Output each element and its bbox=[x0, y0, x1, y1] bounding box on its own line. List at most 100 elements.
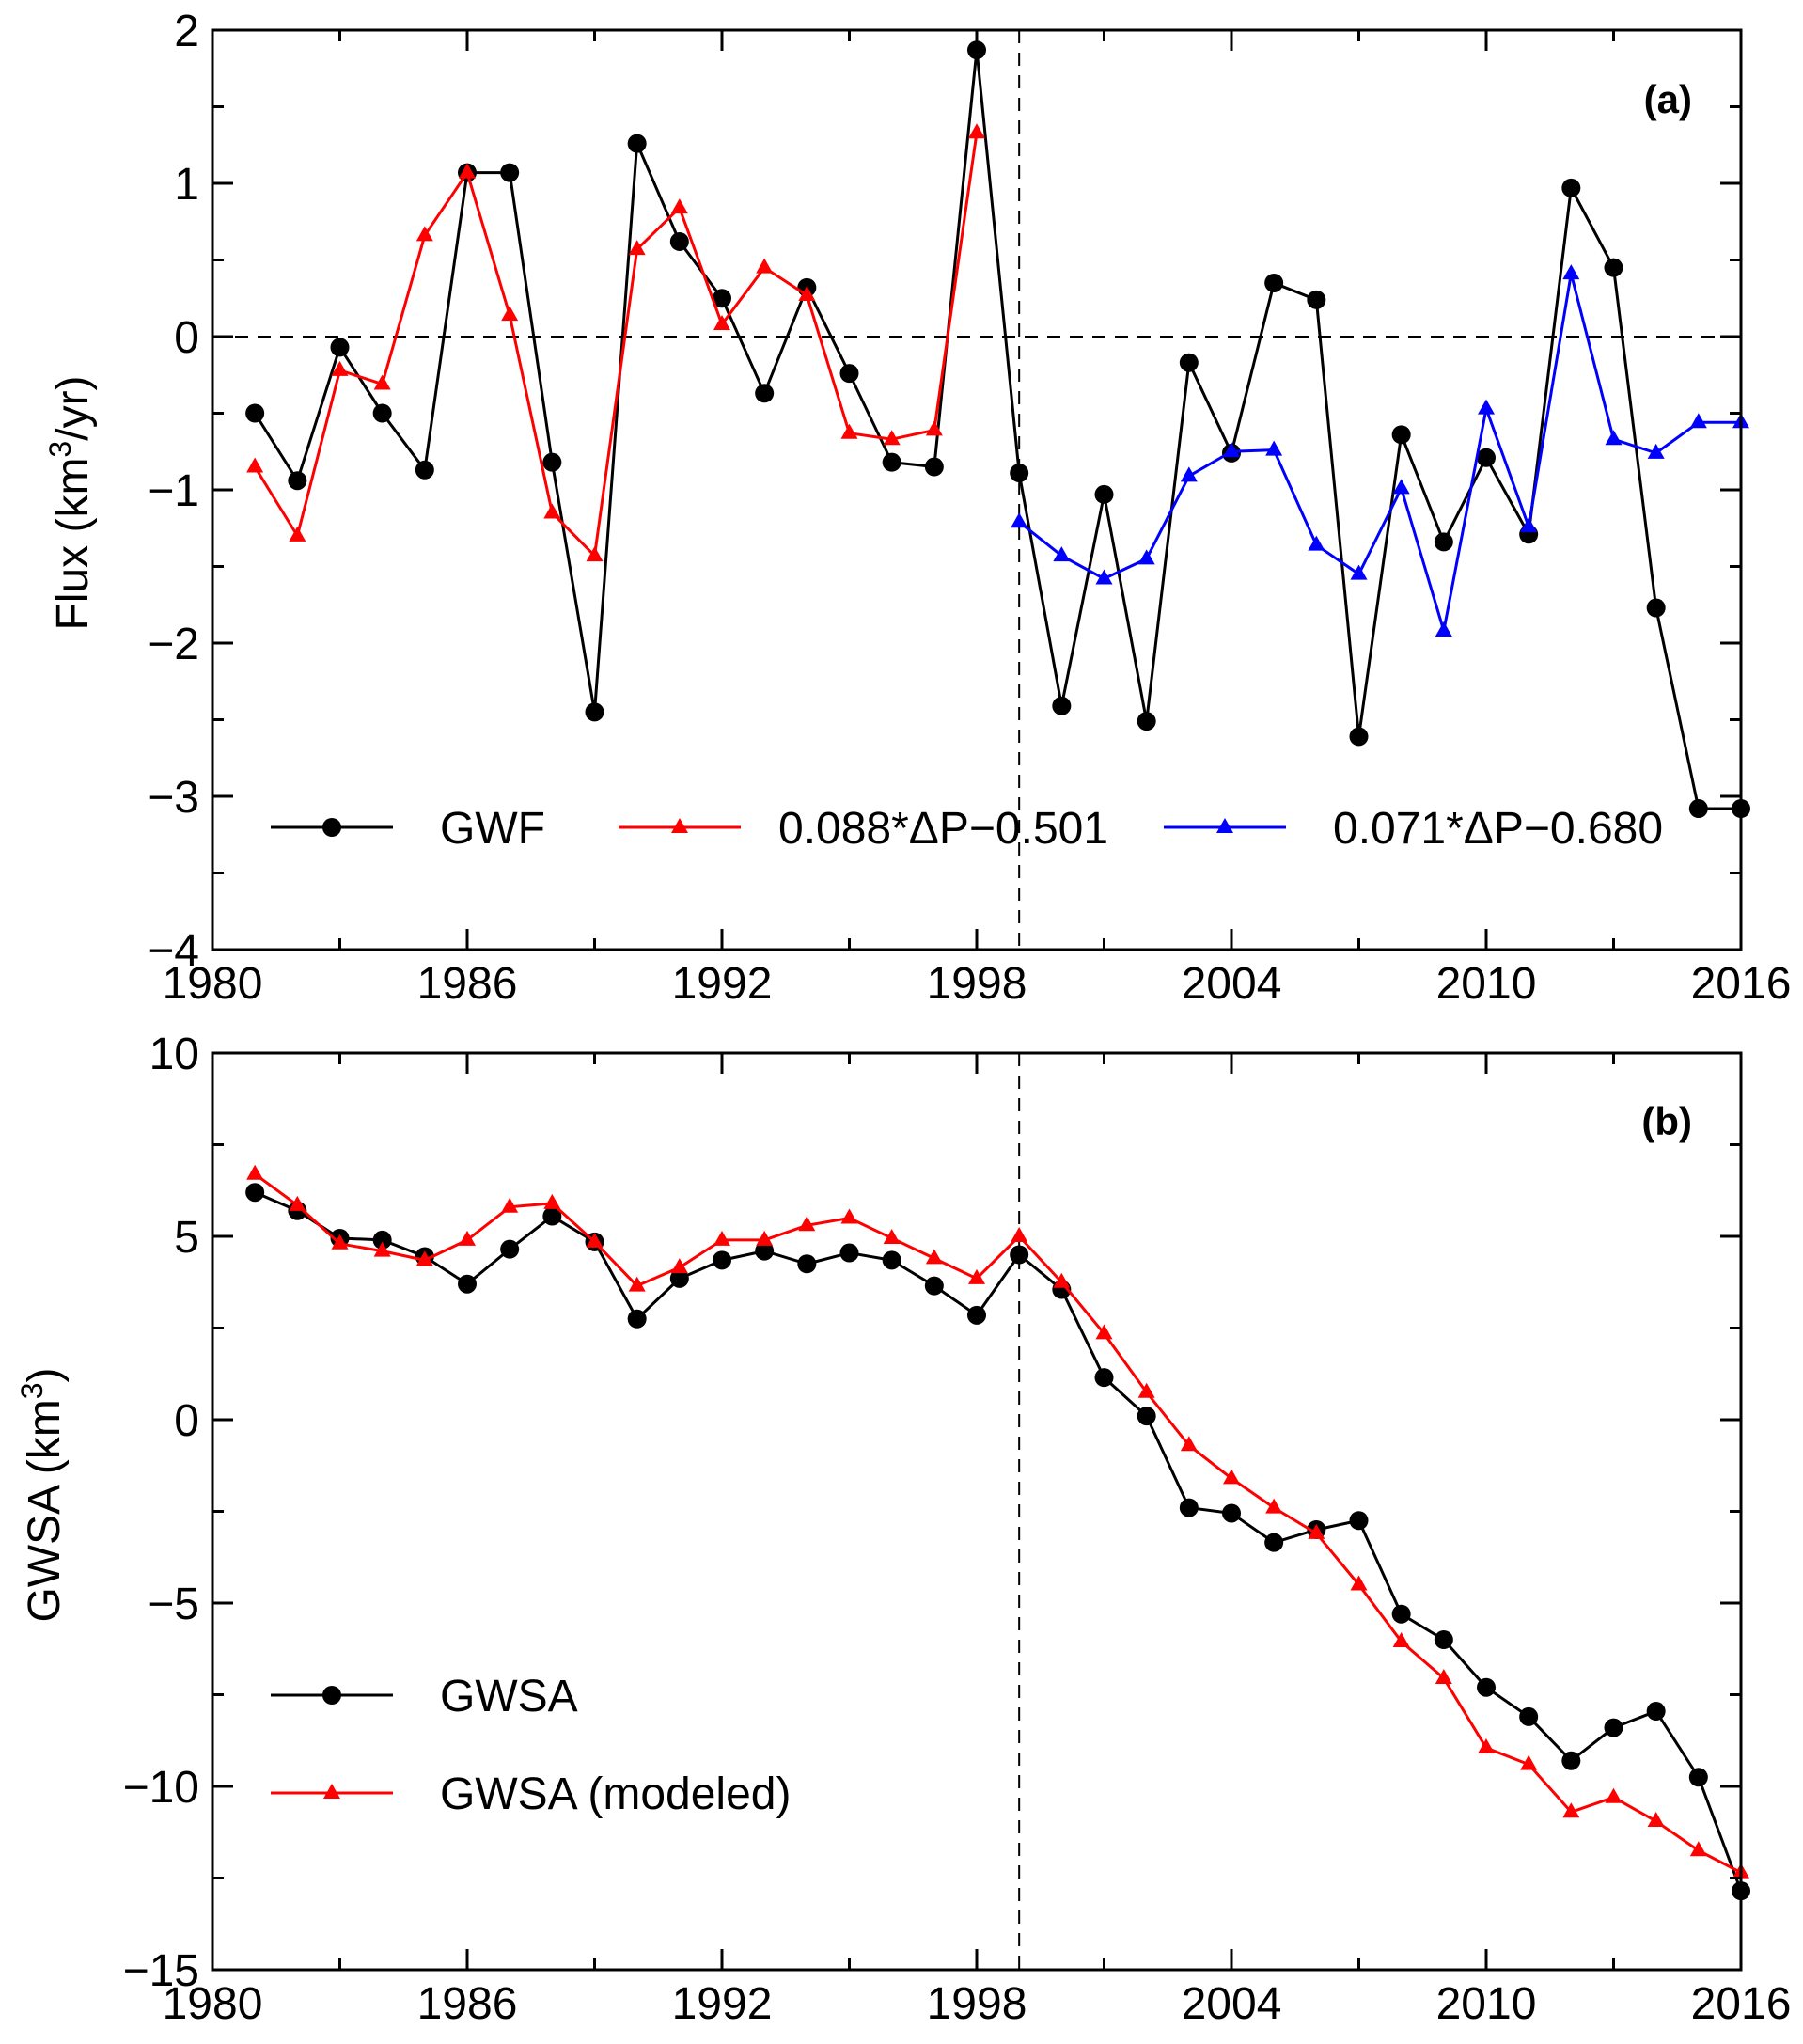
data-point bbox=[628, 1276, 646, 1292]
data-point bbox=[1391, 425, 1411, 445]
data-point bbox=[755, 384, 775, 403]
x-tick-label: 2004 bbox=[1182, 959, 1282, 1009]
x-tick-label: 1998 bbox=[927, 1979, 1027, 2029]
data-point bbox=[245, 1183, 265, 1203]
y-tick-label: −2 bbox=[148, 620, 199, 669]
data-point bbox=[585, 702, 604, 722]
data-point bbox=[1095, 1324, 1113, 1340]
data-point bbox=[670, 1258, 688, 1274]
panel-a-plot-area bbox=[212, 30, 1750, 950]
y-tick-label: −5 bbox=[148, 1580, 199, 1629]
x-tick-label: 2010 bbox=[1436, 959, 1537, 1009]
panel-b-y-tick-labels: −15 −10 −5 0 5 10 bbox=[123, 1030, 199, 1996]
data-point bbox=[1222, 1503, 1241, 1523]
data-point bbox=[713, 314, 730, 330]
panel-b-tag: (b) bbox=[1641, 1099, 1692, 1143]
data-point bbox=[669, 1268, 689, 1288]
data-point bbox=[1562, 1802, 1580, 1818]
data-point bbox=[288, 471, 307, 491]
data-point bbox=[1265, 1498, 1283, 1514]
y-tick-label: −15 bbox=[123, 1946, 199, 1996]
panel-b-plot-area bbox=[245, 1053, 1750, 1970]
data-point bbox=[1094, 484, 1114, 504]
data-point bbox=[246, 457, 264, 473]
y-tick-label: 1 bbox=[174, 160, 199, 210]
data-point bbox=[1179, 1498, 1199, 1517]
data-point bbox=[925, 420, 943, 436]
data-point bbox=[1391, 1604, 1411, 1624]
data-point bbox=[500, 1239, 520, 1259]
panel-a-axis-ticks bbox=[211, 28, 1743, 951]
legend-gwsa-modeled: GWSA (modeled) bbox=[440, 1769, 791, 1819]
data-point bbox=[883, 1228, 901, 1244]
x-tick-label: 2016 bbox=[1691, 1979, 1792, 2029]
data-point bbox=[1179, 353, 1199, 372]
data-point bbox=[1350, 1575, 1368, 1591]
data-point bbox=[1478, 399, 1495, 415]
data-point bbox=[246, 1164, 264, 1180]
data-point bbox=[1562, 264, 1580, 280]
data-point bbox=[1307, 290, 1326, 309]
data-point bbox=[1434, 532, 1453, 552]
series-0-gwf bbox=[245, 40, 1750, 819]
data-point bbox=[1392, 479, 1410, 495]
data-point bbox=[1180, 1436, 1198, 1452]
x-tick-label: 1986 bbox=[417, 959, 518, 1009]
data-point bbox=[1435, 1668, 1452, 1684]
y-tick-label: 5 bbox=[174, 1213, 199, 1263]
data-point bbox=[1646, 598, 1666, 618]
x-tick-label: 2010 bbox=[1436, 1979, 1537, 2029]
x-tick-label: 1980 bbox=[163, 959, 263, 1009]
data-point bbox=[586, 546, 604, 562]
y-tick-label: 2 bbox=[174, 7, 199, 56]
data-point bbox=[1435, 621, 1452, 637]
data-point bbox=[1137, 712, 1156, 731]
data-point bbox=[1519, 1706, 1539, 1726]
data-point bbox=[1350, 564, 1368, 580]
y-tick-label: −1 bbox=[148, 466, 199, 516]
panel-a-x-tick-labels: 1980 1986 1992 1998 2004 2010 2016 bbox=[163, 959, 1792, 1009]
data-point bbox=[289, 526, 306, 542]
y-tick-label: −3 bbox=[148, 773, 199, 823]
data-point bbox=[669, 231, 689, 251]
data-point bbox=[1011, 512, 1028, 528]
data-point bbox=[459, 163, 476, 179]
data-point bbox=[882, 1250, 902, 1270]
y-tick-label: −4 bbox=[148, 926, 199, 976]
data-point bbox=[839, 364, 859, 384]
panel-b-axis-ticks bbox=[211, 1051, 1743, 1972]
panel-a-y-tick-labels: −4 −3 −2 −1 0 1 2 bbox=[148, 7, 199, 976]
x-tick-label: 2016 bbox=[1691, 959, 1792, 1009]
data-point bbox=[1605, 430, 1623, 446]
legend-blue-fit: 0.071*ΔP−0.680 bbox=[1333, 804, 1663, 854]
data-point bbox=[586, 1232, 604, 1248]
data-point bbox=[756, 1230, 774, 1246]
data-point bbox=[289, 1195, 306, 1211]
data-point bbox=[415, 226, 433, 242]
panel-a-y-axis-label: Flux (km3/yr) bbox=[43, 375, 98, 630]
data-point bbox=[882, 452, 902, 472]
data-point bbox=[1264, 273, 1284, 292]
data-point bbox=[372, 403, 392, 423]
data-point bbox=[924, 1276, 944, 1296]
data-point bbox=[1094, 1368, 1114, 1388]
y-tick-label: 0 bbox=[174, 1396, 199, 1446]
panel-b-y-axis-label: GWSA (km3) bbox=[15, 1367, 70, 1622]
legend-gwf: GWF bbox=[440, 804, 545, 854]
series-1-0-088-p-0-501 bbox=[246, 123, 985, 562]
panel-b-x-tick-labels: 1980 1986 1992 1998 2004 2010 2016 bbox=[163, 1979, 1792, 2029]
data-point bbox=[1605, 1787, 1623, 1803]
data-point bbox=[1561, 1751, 1581, 1770]
data-point bbox=[755, 1241, 775, 1261]
data-point bbox=[1010, 1245, 1029, 1265]
plot-frame bbox=[211, 1051, 1743, 1972]
data-point bbox=[713, 289, 731, 308]
data-point bbox=[1478, 1738, 1495, 1754]
data-point bbox=[542, 452, 562, 472]
series-line bbox=[253, 132, 979, 558]
data-point bbox=[1688, 799, 1708, 819]
panel-b-legend: GWSA GWSA (modeled) bbox=[271, 1672, 791, 1819]
x-tick-label: 1986 bbox=[417, 1979, 518, 2029]
data-point bbox=[543, 503, 561, 519]
